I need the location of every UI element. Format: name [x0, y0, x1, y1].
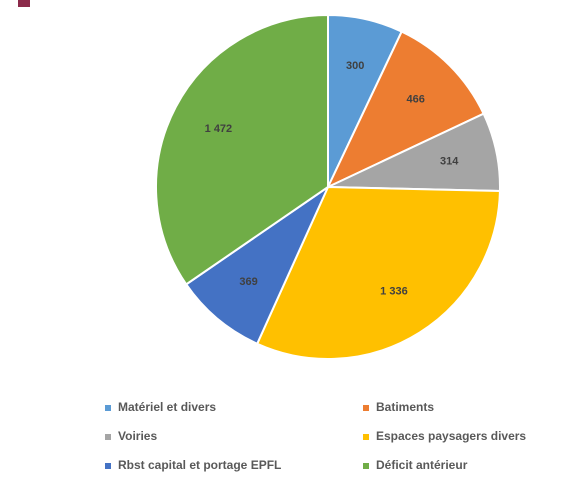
- legend-label: Déficit antérieur: [376, 458, 468, 472]
- legend-label: Voiries: [118, 429, 157, 443]
- legend-marker: [105, 405, 111, 411]
- legend-label: Espaces paysagers divers: [376, 429, 526, 443]
- legend-marker: [363, 463, 369, 469]
- legend-label: Rbst capital et portage EPFL: [118, 458, 281, 472]
- legend-marker: [105, 463, 111, 469]
- legend-label: Batiments: [376, 400, 434, 414]
- data-label: 466: [407, 93, 425, 105]
- data-label: 1 472: [205, 123, 233, 135]
- legend-label: Matériel et divers: [118, 400, 216, 414]
- pie-slice: [325, 30, 485, 190]
- data-label: 314: [440, 155, 459, 167]
- legend-marker: [363, 405, 369, 411]
- data-label: 369: [239, 276, 257, 288]
- legend-marker: [105, 434, 111, 440]
- legend-marker: [363, 434, 369, 440]
- data-label: 1 336: [380, 286, 408, 298]
- pie-slice: [184, 184, 331, 346]
- data-label: 300: [346, 60, 364, 72]
- title-fragment: [18, 0, 30, 7]
- pie-slice: [255, 185, 501, 360]
- pie-slice: [155, 13, 329, 286]
